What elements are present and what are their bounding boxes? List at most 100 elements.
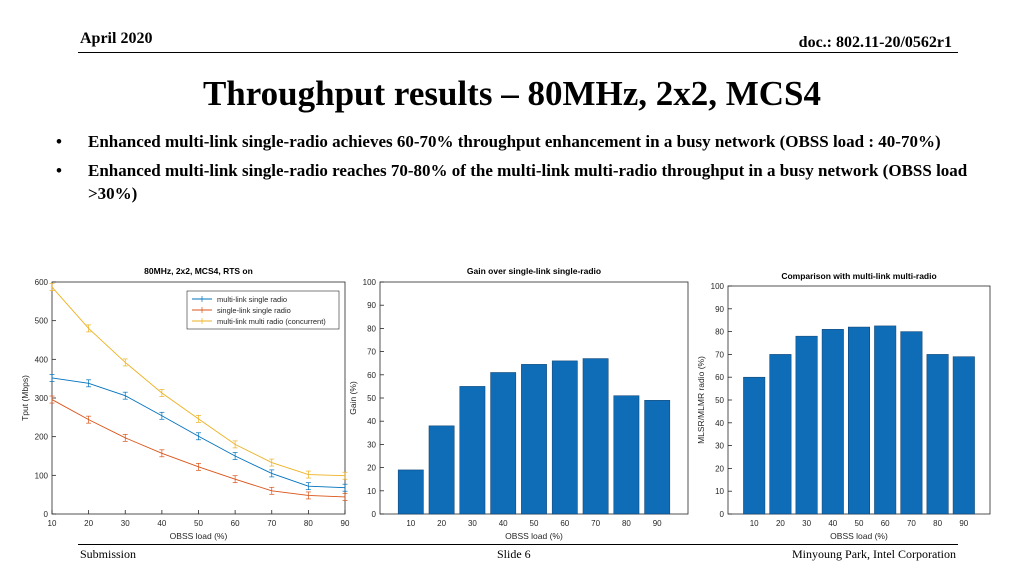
y-tick-label: 50 <box>367 394 376 403</box>
bar <box>848 326 870 515</box>
x-tick-label: 30 <box>468 519 477 528</box>
bar <box>900 331 923 515</box>
x-tick-label: 60 <box>231 519 240 528</box>
y-tick-label: 40 <box>367 417 376 426</box>
x-axis-label: OBSS load (%) <box>170 531 228 541</box>
bullet-dot-icon: • <box>56 161 62 180</box>
header-divider <box>78 52 958 53</box>
x-tick-label: 10 <box>406 519 415 528</box>
y-tick-label: 30 <box>715 442 724 451</box>
y-axis-label: MLSR/MLMR radio (%) <box>696 356 706 444</box>
x-tick-label: 80 <box>933 519 942 528</box>
y-tick-label: 10 <box>715 487 724 496</box>
y-tick-label: 500 <box>35 317 49 326</box>
y-tick-label: 70 <box>367 348 376 357</box>
chart-title: Comparison with multi-link multi-radio <box>781 271 936 281</box>
y-axis-label: Tput (Mbps) <box>20 375 30 421</box>
x-tick-label: 40 <box>828 519 837 528</box>
x-tick-label: 40 <box>157 519 166 528</box>
bullet-item: • Enhanced multi-link single-radio achiev… <box>56 130 986 153</box>
y-axis-label: Gain (%) <box>348 381 358 415</box>
legend-label: multi-link multi radio (concurrent) <box>217 317 326 326</box>
x-tick-label: 80 <box>304 519 313 528</box>
y-tick-label: 0 <box>720 510 725 519</box>
bullet-text: Enhanced multi-link single-radio achieve… <box>88 132 941 151</box>
x-tick-label: 90 <box>959 519 968 528</box>
y-tick-label: 40 <box>715 419 724 428</box>
y-tick-label: 100 <box>35 471 49 480</box>
y-tick-label: 60 <box>715 373 724 382</box>
x-tick-label: 50 <box>194 519 203 528</box>
y-tick-label: 0 <box>372 510 377 519</box>
bar <box>490 372 517 515</box>
legend-box <box>186 290 340 330</box>
footer-slide-number: Slide 6 <box>497 547 531 561</box>
chart-title: 80MHz, 2x2, MCS4, RTS on <box>144 266 253 276</box>
x-tick-label: 20 <box>437 519 446 528</box>
x-tick-label: 30 <box>121 519 130 528</box>
x-tick-label: 10 <box>48 519 57 528</box>
x-tick-label: 60 <box>560 519 569 528</box>
header-doc-number: doc.: 802.11-20/0562r1 <box>798 34 952 51</box>
x-tick-label: 40 <box>499 519 508 528</box>
bar <box>551 360 578 515</box>
x-tick-label: 70 <box>267 519 276 528</box>
x-tick-label: 50 <box>855 519 864 528</box>
y-tick-label: 30 <box>367 440 376 449</box>
y-tick-label: 80 <box>715 328 724 337</box>
bar <box>926 354 949 515</box>
y-tick-label: 20 <box>715 464 724 473</box>
y-tick-label: 50 <box>715 396 724 405</box>
x-tick-label: 90 <box>653 519 662 528</box>
y-tick-label: 60 <box>367 371 376 380</box>
x-tick-label: 20 <box>84 519 93 528</box>
y-tick-label: 0 <box>44 510 49 519</box>
slide-title: Throughput results – 80MHz, 2x2, MCS4 <box>202 74 822 113</box>
x-tick-label: 30 <box>802 519 811 528</box>
bar <box>397 469 424 515</box>
y-tick-label: 200 <box>35 433 49 442</box>
y-tick-label: 100 <box>711 282 725 291</box>
bullet-list: • Enhanced multi-link single-radio achiev… <box>56 130 986 211</box>
bar <box>952 356 975 515</box>
x-tick-label: 50 <box>530 519 539 528</box>
comparison-bar-chart: 0 10 20 30 40 50 60 70 80 90 100 10 20 30 40 50 60 70 80 90… <box>696 271 991 541</box>
footer-author: Minyoung Park, Intel Corporation <box>792 547 956 561</box>
bar <box>459 386 486 515</box>
x-tick-label: 70 <box>907 519 916 528</box>
bar <box>874 325 897 515</box>
x-tick-label: 90 <box>341 519 350 528</box>
bar <box>795 335 818 515</box>
y-tick-label: 10 <box>367 487 376 496</box>
throughput-line-chart: 0 100 200 300 400 500 600 10 20 30 40 50 60 70 80 90 80M… <box>20 266 350 541</box>
y-tick-label: 90 <box>715 305 724 314</box>
bullet-dot-icon: • <box>56 132 62 151</box>
bar <box>644 400 671 515</box>
bar <box>743 376 766 515</box>
bullet-text: Enhanced multi-link single-radio reaches… <box>88 161 968 203</box>
bar <box>428 425 455 515</box>
bar <box>521 364 547 515</box>
bar <box>821 329 844 515</box>
legend-label: multi-link single radio <box>217 295 287 304</box>
header-date: April 2020 <box>80 30 153 47</box>
x-tick-label: 80 <box>622 519 631 528</box>
footer-submission: Submission <box>80 547 137 561</box>
y-tick-label: 100 <box>363 278 377 287</box>
bar <box>769 354 792 515</box>
y-tick-label: 400 <box>35 355 49 364</box>
legend-label: single-link single radio <box>217 306 291 315</box>
gain-bar-chart: 0 10 20 30 40 50 60 70 80 90 100 10 20 30 40 50 60 70 80 90… <box>348 266 689 541</box>
y-tick-label: 20 <box>367 464 376 473</box>
x-tick-label: 10 <box>750 519 759 528</box>
y-tick-label: 80 <box>367 324 376 333</box>
bar <box>582 358 609 515</box>
footer-divider <box>78 544 958 545</box>
y-tick-label: 70 <box>715 350 724 359</box>
y-tick-label: 90 <box>367 301 376 310</box>
x-axis-label: OBSS load (%) <box>830 531 888 541</box>
x-tick-label: 20 <box>776 519 785 528</box>
x-tick-label: 70 <box>591 519 600 528</box>
x-axis-label: OBSS load (%) <box>505 531 563 541</box>
bar <box>613 395 640 515</box>
